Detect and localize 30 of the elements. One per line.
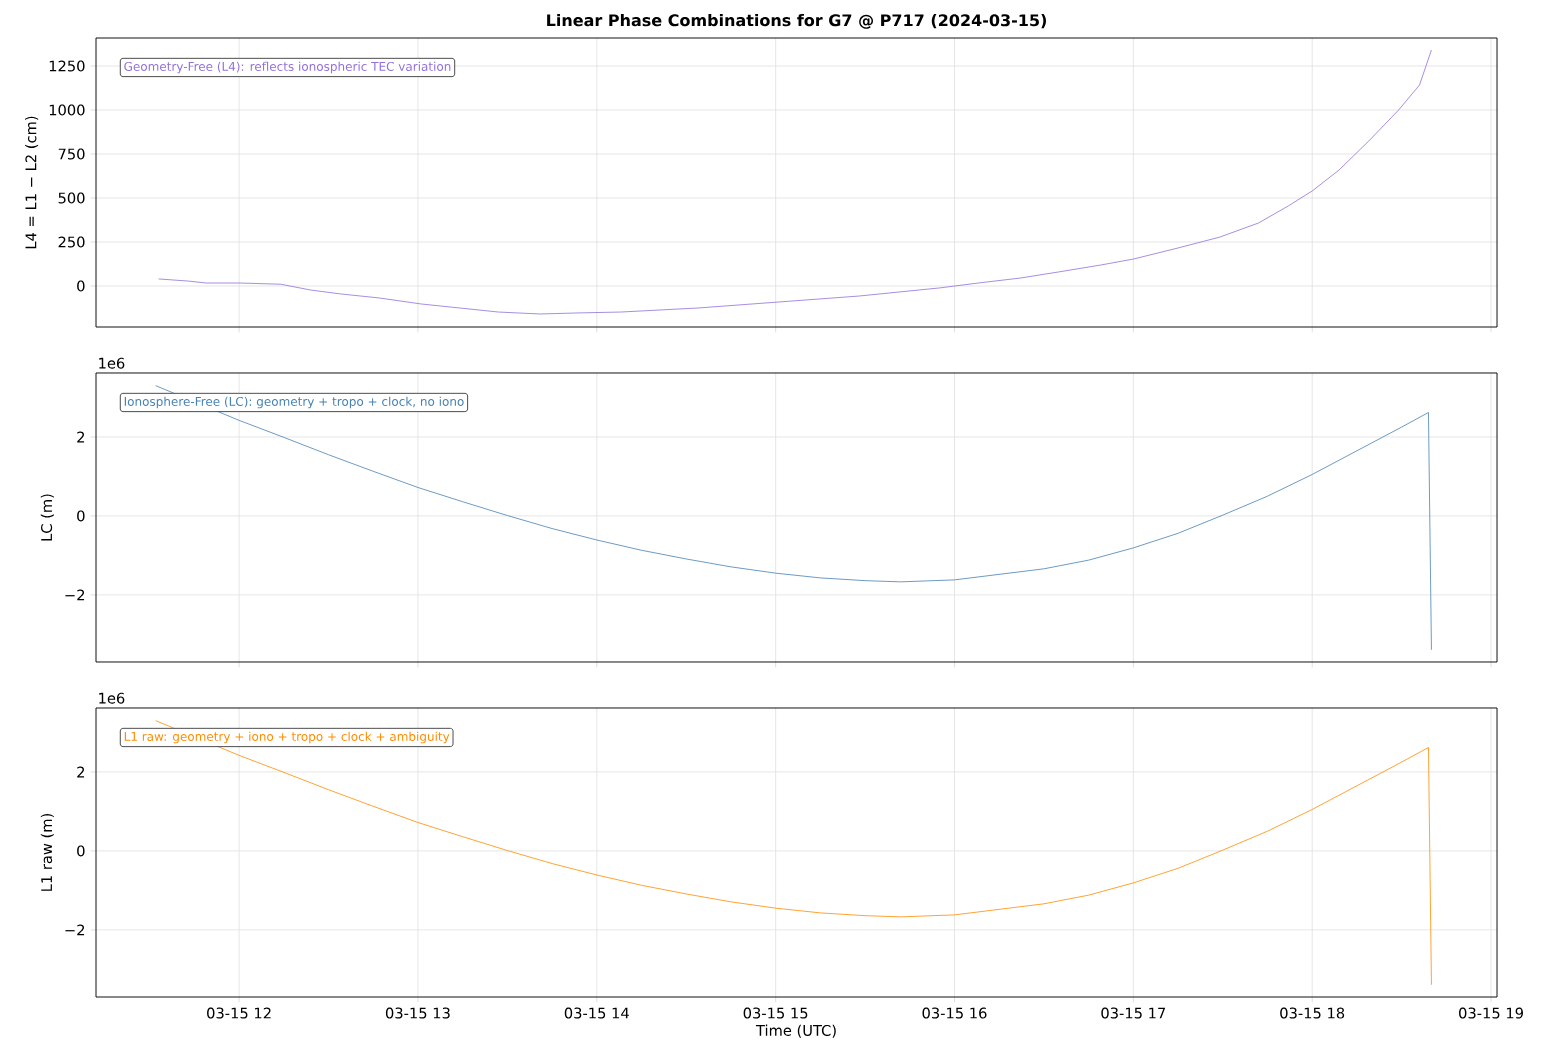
y-tick-label: 0	[77, 280, 85, 292]
text: 1e6	[99, 692, 125, 704]
x-axis-title: Time (UTC)	[755, 1024, 836, 1038]
y-axis-title: L1 raw (m)	[40, 814, 54, 891]
y-axis-title: LC (m)	[40, 494, 54, 541]
x-tick-label: 03-15 19	[1459, 1007, 1523, 1019]
x-tick-label: 03-15 18	[1280, 1007, 1345, 1019]
y-tick-label: −2	[65, 924, 85, 936]
y-axis-title: L4 = L1 − L2 (cm)	[25, 116, 39, 249]
y-tick-label: 250	[58, 236, 85, 248]
y-tick-label: 750	[58, 148, 85, 160]
annotation: Geometry-Free (L4): reflects ionospheric TEC variation	[124, 61, 451, 74]
y-tick-label: 1000	[49, 104, 85, 116]
annotation: Ionosphere-Free (LC): geometry + tropo + clock, no iono	[124, 396, 464, 409]
chart-title: Linear Phase Combinations for G7 @ P717 (2024-03-15)	[547, 13, 1046, 29]
x-tick-label: 03-15 13	[385, 1007, 450, 1019]
x-tick-label: 03-15 14	[564, 1007, 629, 1019]
x-tick-label: 03-15 17	[1101, 1007, 1166, 1019]
annotation: L1 raw: geometry + iono + tropo + clock + ambiguity	[124, 731, 450, 744]
y-tick-label: 2	[77, 431, 85, 443]
y-tick-label: 0	[77, 510, 85, 522]
x-tick-label: 03-15 12	[207, 1007, 271, 1019]
x-tick-label: 03-15 15	[743, 1007, 808, 1019]
y-tick-label: 0	[77, 845, 85, 857]
text: 1e6	[99, 357, 125, 369]
y-tick-label: 500	[58, 192, 85, 204]
x-tick-label: 03-15 16	[922, 1007, 987, 1019]
y-tick-label: 2	[77, 766, 85, 778]
y-tick-label: 1250	[49, 60, 85, 72]
y-tick-label: −2	[65, 589, 85, 601]
